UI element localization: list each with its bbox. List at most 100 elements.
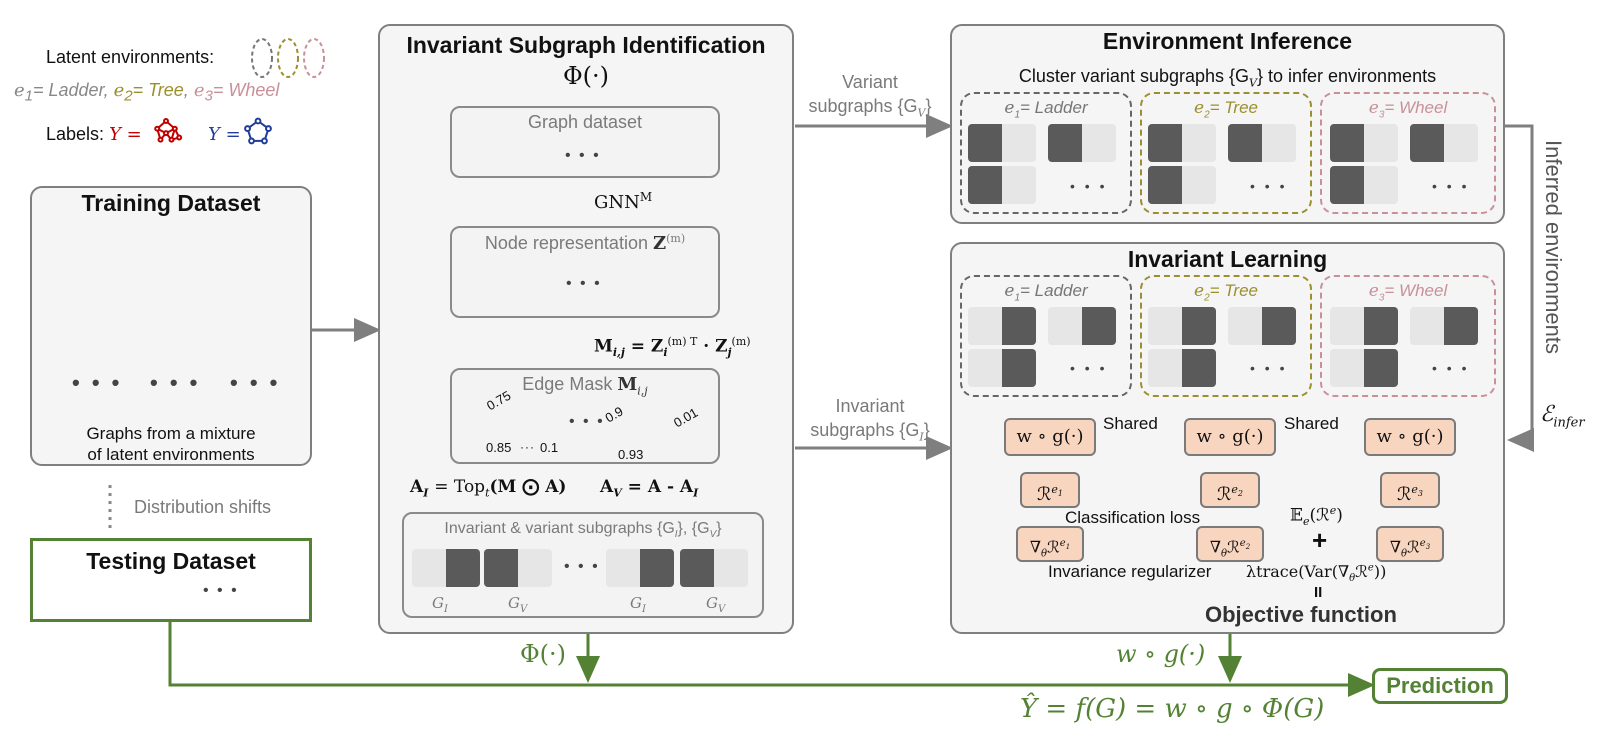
gv-sub-2: V — [717, 604, 726, 615]
node-rep-label: Node representation Z(m) — [450, 232, 720, 254]
ei-env1-box — [960, 92, 1132, 214]
wg-box-1: w ∘ g(·) — [1004, 418, 1096, 456]
arrow-inferred-environments — [1505, 124, 1534, 452]
mij-sub: i,j — [612, 346, 625, 360]
invariant-label-2: subgraphs {GI} — [795, 420, 945, 444]
av-rest: = A - A — [627, 477, 694, 497]
testing-dataset-panel — [30, 538, 312, 622]
objective-function-label: Objective function — [1205, 602, 1397, 627]
grad-3-sub: 3 — [1425, 543, 1431, 551]
edge-mask-box — [450, 368, 720, 464]
node-representation-box — [450, 226, 720, 318]
ei-env3-name: = Wheel — [1384, 98, 1448, 117]
legend-env3-var: e — [193, 80, 205, 101]
gi-sub-2: I — [641, 604, 646, 615]
variant-label-end: } — [925, 96, 932, 116]
il-cell-1 — [968, 307, 1036, 345]
grad-box-3: ∇θℛe3 — [1376, 526, 1444, 562]
isi-cell-1 — [412, 549, 480, 587]
gi-text-1: G — [432, 594, 444, 612]
inferred-sym-text: ℰ — [1540, 402, 1554, 427]
av-sub: V — [613, 486, 622, 500]
legend-env1-name: = Ladder — [33, 80, 104, 100]
subgraphs-label: Invariant & variant subgraphs {GI}, {GV} — [402, 520, 764, 540]
risk-2-sym: ℛ — [1217, 484, 1232, 505]
edge-mask-dots: • • • — [569, 413, 605, 430]
gnn-text: GNN — [594, 192, 640, 213]
av-a: A — [600, 477, 614, 497]
graph-dataset-dots: • • • — [565, 147, 601, 164]
il-env1-label: e1= Ladder — [1004, 281, 1088, 304]
variant-label-1: Variant — [842, 72, 898, 92]
mij-dot: · Z — [703, 336, 728, 357]
ei-cell-8 — [1410, 124, 1478, 162]
wg-bottom-label: w ∘ g(·) — [1116, 640, 1206, 668]
expectation-label: 𝔼e(ℛe) — [1290, 504, 1343, 529]
expectation-sym: 𝔼 — [1290, 505, 1303, 526]
training-caption-2: of latent environments — [87, 445, 255, 464]
weight-093: 0.93 — [618, 447, 644, 462]
testing-title: Testing Dataset — [86, 548, 256, 574]
il-env2-name: = Tree — [1209, 281, 1258, 300]
inferred-env-label: Inferred environments — [1540, 140, 1570, 390]
il-cell-4 — [1148, 307, 1216, 345]
subgraphs-mid: }, {G — [677, 520, 710, 537]
legend-red-graph-icon — [154, 118, 183, 143]
ei-dots-3: • • • — [1432, 178, 1470, 194]
gi-sub-1: I — [443, 604, 448, 615]
subgraphs-end: } — [716, 520, 722, 537]
grad-1-sub: 1 — [1065, 543, 1071, 551]
legend-env3-name: = Wheel — [212, 80, 280, 100]
invariant-learning-title: Invariant Learning — [1127, 246, 1328, 272]
ai-a: A — [410, 477, 424, 497]
lambda-trace-label: λtrace(Var(∇θℛe)) — [1246, 562, 1387, 585]
ei-cell-3 — [968, 166, 1036, 204]
grad-3-risk: ℛ — [1407, 537, 1420, 557]
inferred-env-text: Inferred environments — [1541, 140, 1566, 354]
av-formula: AV = A - AI — [600, 477, 698, 499]
isi-cell-3 — [606, 549, 674, 587]
il-env3-label: e3= Wheel — [1368, 281, 1448, 304]
il-env1-box — [960, 275, 1132, 397]
inferred-sym-sub: infer — [1553, 415, 1585, 431]
plus-sign: + — [1312, 525, 1328, 555]
grad-1-risk: ℛ — [1047, 537, 1060, 557]
testing-dots: • • • — [203, 582, 239, 599]
gv-text-2: G — [706, 594, 718, 612]
il-cell-7 — [1330, 307, 1398, 345]
invariant-label-text: subgraphs {G — [810, 420, 920, 440]
edge-mask-text: Edge Mask — [522, 374, 613, 394]
env-inference-subtitle-sub: V — [1249, 76, 1257, 90]
legend-env3-sub: 3 — [204, 87, 213, 105]
isi-title: Invariant Subgraph Identification — [406, 32, 766, 58]
graph-dataset-label: Graph dataset — [527, 112, 643, 132]
isi-cell-4 — [680, 549, 748, 587]
weight-01: 0.1 — [540, 440, 559, 455]
grad-2-sub: 2 — [1245, 543, 1251, 551]
ai-rest: = Top — [434, 477, 486, 497]
node-rep-text: Node representation — [484, 233, 648, 253]
ai-arg: (M ⨀ A) — [489, 477, 567, 497]
grad-3-theta: θ — [1400, 548, 1408, 560]
weight-085: 0.85 — [486, 440, 512, 455]
risk-1-e: e — [1051, 483, 1058, 496]
isi-cell-2 — [484, 549, 552, 587]
ei-env1-label: e1= Ladder — [1004, 98, 1088, 121]
ei-env3-label: e3= Wheel — [1368, 98, 1448, 121]
gnn-sup: M — [639, 190, 653, 204]
gv-label-1: GV — [508, 594, 527, 615]
legend-env2-var: e — [113, 80, 125, 101]
gv-sub-1: V — [519, 604, 528, 615]
legend-env2-name: = Tree — [132, 80, 184, 100]
av-sub2: I — [693, 486, 699, 500]
ei-env2-box — [1140, 92, 1312, 214]
grad-3-e: e — [1419, 538, 1426, 549]
legend-label-y1: Y = — [109, 124, 142, 145]
risk-2-sub: 2 — [1237, 489, 1243, 499]
inferred-sym: ℰinfer — [1540, 402, 1585, 430]
ei-cell-6 — [1148, 166, 1216, 204]
mij-left: M — [594, 336, 613, 357]
subgraphs-text: Invariant & variant subgraphs {G — [444, 520, 675, 537]
gi-label-2: GI — [630, 594, 646, 615]
risk-box-1: ℛe1 — [1020, 472, 1080, 508]
